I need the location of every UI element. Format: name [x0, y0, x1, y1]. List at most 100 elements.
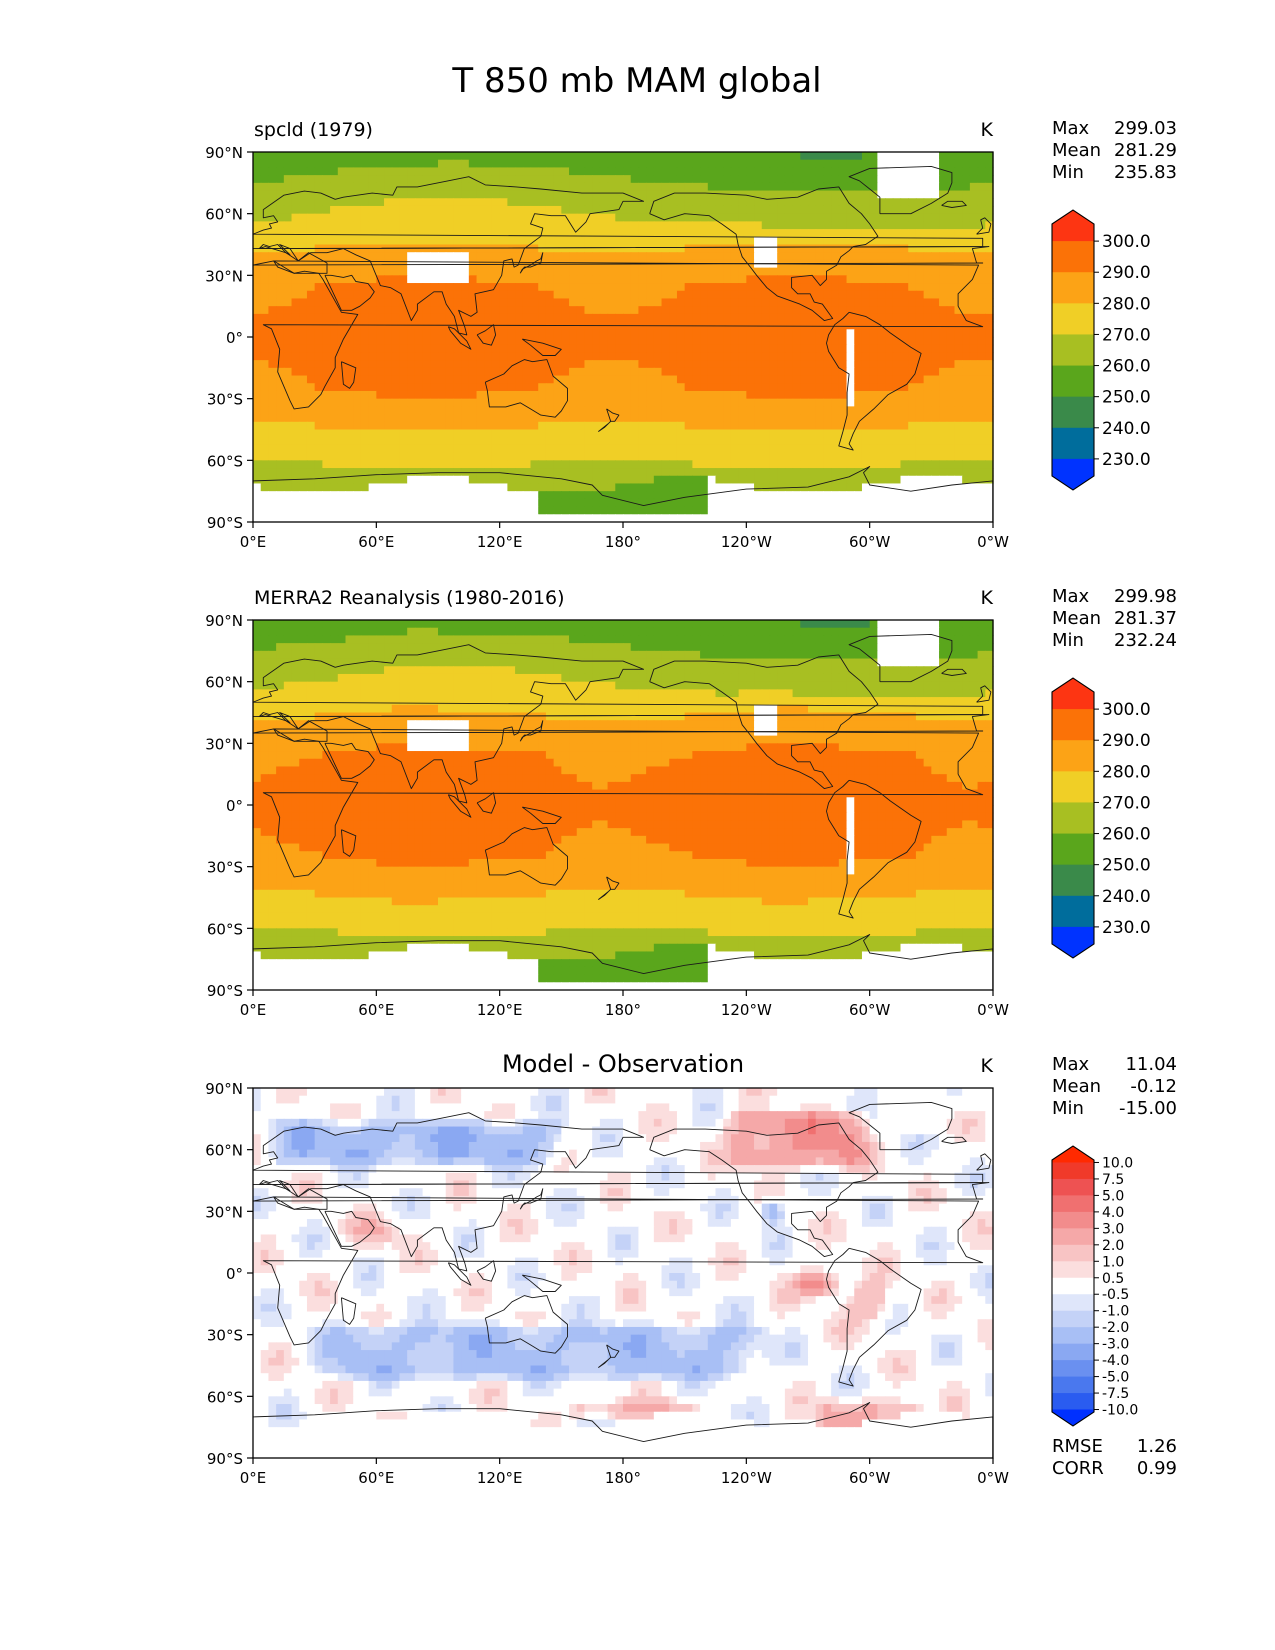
- field-cell: [846, 329, 855, 338]
- field-cell: [260, 506, 270, 515]
- field-cell: [823, 437, 832, 446]
- field-cell: [800, 498, 809, 508]
- field-cell: [692, 306, 701, 315]
- field-cell: [815, 213, 825, 222]
- field-cell: [592, 198, 601, 207]
- field-cell: [692, 635, 701, 644]
- field-cell: [653, 398, 663, 407]
- field-cell: [360, 475, 370, 485]
- field-cell: [784, 205, 794, 215]
- field-cell: [430, 437, 439, 446]
- field-cell: [923, 175, 932, 184]
- field-cell: [576, 290, 586, 300]
- field-cell: [854, 352, 863, 361]
- field-cell: [800, 275, 809, 284]
- field-cell: [515, 205, 524, 215]
- field-cell: [461, 267, 470, 276]
- field-cell: [954, 198, 963, 207]
- field-cell: [476, 283, 485, 292]
- field-cell: [507, 491, 516, 500]
- field-cell: [476, 390, 485, 400]
- field-cell: [499, 468, 508, 477]
- field-cell: [985, 244, 994, 253]
- field-cell: [530, 290, 539, 300]
- field-cell: [438, 352, 447, 361]
- field-cell: [638, 498, 647, 508]
- field-cell: [676, 205, 686, 215]
- field-cell: [623, 491, 632, 500]
- field-cell: [268, 283, 277, 292]
- field-cell: [838, 352, 848, 361]
- field-cell: [854, 205, 863, 215]
- field-cell: [376, 390, 385, 400]
- field-cell: [584, 205, 593, 215]
- field-cell: [476, 483, 485, 492]
- field-cell: [330, 229, 339, 238]
- field-cell: [846, 283, 855, 292]
- field-cell: [384, 429, 393, 438]
- field-cell: [939, 275, 948, 284]
- field-cell: [638, 514, 647, 523]
- field-cell: [900, 159, 909, 169]
- colorbar-segment: [1052, 303, 1094, 335]
- field-cell: [769, 167, 778, 176]
- field-cell: [599, 360, 609, 369]
- field-cell: [337, 390, 347, 400]
- field-cell: [761, 352, 771, 361]
- field-cell: [985, 620, 994, 629]
- field-cell: [784, 444, 794, 454]
- field-cell: [923, 259, 932, 269]
- field-cell: [322, 167, 331, 176]
- field-cell: [653, 367, 663, 377]
- field-cell: [715, 635, 724, 644]
- field-cell: [345, 290, 354, 300]
- field-cell: [630, 375, 640, 384]
- field-cell: [499, 275, 508, 284]
- field-cell: [669, 483, 678, 492]
- field-cell: [569, 414, 578, 423]
- field-cell: [977, 406, 986, 415]
- field-cell: [638, 221, 647, 230]
- field-cell: [422, 452, 431, 461]
- y-tick-label: 30°N: [205, 267, 243, 285]
- field-cell: [414, 514, 424, 523]
- field-cell: [599, 468, 609, 477]
- field-cell: [638, 244, 647, 253]
- field-cell: [653, 267, 663, 276]
- field-cell: [923, 290, 932, 300]
- field-cell: [399, 383, 408, 392]
- field-cell: [499, 306, 508, 315]
- field-cell: [977, 390, 986, 400]
- field-cell: [569, 175, 578, 184]
- field-cell: [615, 627, 624, 637]
- field-cell: [946, 190, 956, 199]
- field-cell: [445, 635, 455, 644]
- field-cell: [522, 344, 532, 354]
- field-cell: [869, 383, 878, 392]
- field-cell: [376, 313, 385, 323]
- field-cell: [846, 360, 855, 369]
- field-cell: [730, 444, 740, 454]
- field-cell: [314, 367, 323, 377]
- field-cell: [592, 514, 601, 523]
- field-cell: [368, 182, 377, 192]
- field-cell: [538, 406, 547, 415]
- field-cell: [445, 390, 455, 400]
- field-cell: [630, 352, 640, 361]
- field-cell: [784, 159, 794, 169]
- field-cell: [476, 221, 485, 230]
- field-cell: [384, 468, 393, 477]
- field-cell: [885, 229, 894, 238]
- field-cell: [438, 367, 447, 377]
- field-cell: [330, 421, 339, 431]
- field-cell: [646, 213, 655, 222]
- field-cell: [368, 205, 377, 215]
- field-cell: [769, 627, 778, 637]
- field-cell: [468, 283, 478, 292]
- field-cell: [615, 444, 624, 454]
- field-cell: [823, 421, 832, 431]
- field-cell: [823, 275, 832, 284]
- field-cell: [376, 213, 385, 222]
- field-cell: [823, 229, 832, 238]
- field-cell: [900, 283, 909, 292]
